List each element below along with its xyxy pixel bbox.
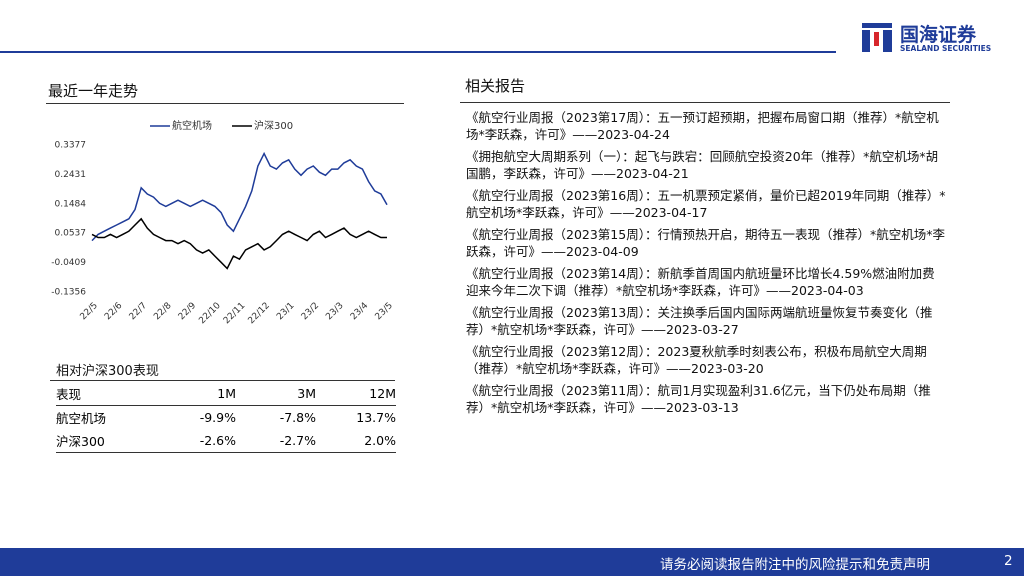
- table-cell: 沪深300: [56, 434, 105, 449]
- report-item: 《航空行业周报（2023第14周）：新航季首周国内航班量环比增长4.59%燃油附…: [466, 266, 935, 298]
- table-cell: 表现: [56, 387, 82, 402]
- table-rule: [50, 380, 395, 381]
- x-tick-label: 22/8: [152, 301, 174, 323]
- x-tick-label: 22/6: [103, 301, 125, 323]
- footer-bar: [0, 548, 1024, 576]
- y-tick-label: 0.3377: [55, 141, 87, 151]
- x-tick-label: 23/3: [324, 301, 345, 322]
- table-cell: 1M: [217, 386, 236, 401]
- logo-text: 国海证券: [900, 24, 977, 46]
- x-tick-label: 23/4: [349, 301, 371, 323]
- x-tick-label: 22/5: [79, 301, 100, 322]
- report-item: 《航空行业周报（2023第15周）：行情预热开启，期待五一表现（推荐）*航空机场…: [466, 227, 945, 259]
- section-rule: [46, 103, 404, 104]
- x-tick-label: 22/10: [197, 301, 223, 327]
- report-item: 《航空行业周报（2023第16周）：五一机票预定紧俏，量价已超2019年同期（推…: [466, 188, 946, 220]
- logo-subtext: SEALAND SECURITIES: [900, 44, 992, 53]
- x-tick-label: 23/5: [374, 301, 395, 322]
- table-body: 表现 1M 3M 12M 航空机场 -9.9% -7.8% 13.7% 沪深300 -2.6% -2…: [56, 382, 396, 453]
- report-item: 《拥抱航空大周期系列（一）：起飞与跌宕：回顾航空投资20年（推荐）*航空机场*胡…: [466, 149, 939, 181]
- y-tick-label: -0.0409: [51, 258, 86, 268]
- y-tick-label: 0.2431: [55, 170, 87, 180]
- logo-icon: [862, 23, 892, 52]
- header-rule: [0, 51, 836, 53]
- table-cell: 13.7%: [356, 410, 396, 425]
- chart: 0.3377 0.2431 0.1484 0.0537 -0.0409 -0.1356 22…: [51, 119, 395, 327]
- table-cell: -2.6%: [199, 433, 236, 448]
- x-tick-label: 22/11: [222, 301, 247, 326]
- reports-title: 相关报告: [465, 77, 526, 95]
- footer-disclaimer: 请务必阅读报告附注中的风险提示和免责声明: [660, 557, 930, 573]
- table-cell: 航空机场: [56, 411, 107, 426]
- report-item: 《航空行业周报（2023第17周）：五一预订超预期，把握布局窗口期（推荐）*航空…: [466, 110, 939, 142]
- series-line: [91, 217, 387, 270]
- page-number: 2: [1004, 553, 1013, 569]
- x-tick-label: 22/9: [177, 301, 199, 323]
- legend-label: 航空机场: [172, 119, 212, 132]
- report-item: 《航空行业周报（2023第13周）：关注换季后国内国际两端航班量恢复节奏变化（推…: [466, 305, 933, 337]
- x-tick-label: 23/2: [300, 301, 321, 322]
- perf-table: 表现 1M 3M 12M 航空机场 -9.9% -7.8% 13.7% 沪深300 -2.6% -2…: [56, 382, 396, 453]
- table-cell: 12M: [369, 386, 396, 401]
- y-tick-label: 0.0537: [55, 229, 87, 239]
- table-cell: 3M: [297, 386, 316, 401]
- legend-label: 沪深300: [254, 119, 293, 132]
- table-cell: -7.8%: [279, 410, 316, 425]
- y-tick-label: 0.1484: [55, 199, 87, 209]
- x-tick-label: 23/1: [275, 301, 296, 322]
- table-cell: -9.9%: [199, 410, 236, 425]
- table-title: 相对沪深300表现: [56, 364, 159, 379]
- y-tick-label: -0.1356: [51, 288, 86, 298]
- table-cell: -2.7%: [279, 433, 316, 448]
- table-cell: 2.0%: [364, 433, 396, 448]
- series-line: [91, 151, 388, 242]
- report-item: 《航空行业周报（2023第12周）：2023夏秋航季时刻表公布，积极布局航空大周…: [466, 344, 927, 376]
- x-tick-label: 22/12: [247, 301, 272, 326]
- table-row: 航空机场 -9.9% -7.8% 13.7%: [56, 406, 396, 430]
- table-row: 表现 1M 3M 12M: [56, 382, 396, 406]
- section-title: 最近一年走势: [48, 82, 139, 100]
- report-item: 《航空行业周报（2023第11周）：航司1月实现盈利31.6亿元，当下仍处布局期…: [466, 383, 931, 415]
- reports-list: 《航空行业周报（2023第17周）：五一预订超预期，把握布局窗口期（推荐）*航空…: [466, 109, 946, 421]
- reports-rule: [460, 102, 950, 103]
- x-tick-label: 22/7: [128, 301, 149, 322]
- table-row: 沪深300 -2.6% -2.7% 2.0%: [56, 429, 396, 453]
